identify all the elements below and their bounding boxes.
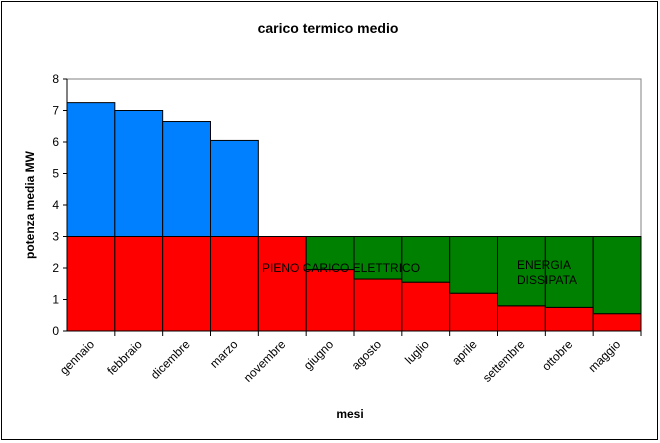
chart-title: carico termico medio — [258, 20, 399, 36]
bar-gap — [305, 236, 355, 271]
y-tick-label: 5 — [52, 167, 59, 181]
annotation: PIENO CARICO ELETTRICO — [262, 261, 420, 275]
bar-base — [497, 305, 546, 332]
bar-base — [401, 281, 451, 332]
bar-gap — [497, 236, 546, 307]
bar-excess — [114, 110, 164, 237]
y-tick-label: 3 — [52, 230, 59, 244]
bar-excess — [210, 139, 259, 237]
annotation: DISSIPATA — [517, 273, 577, 287]
y-tick-label: 8 — [52, 72, 59, 86]
bar-base — [210, 236, 259, 332]
bar-base — [353, 278, 403, 332]
bar-base — [592, 313, 642, 332]
bar-gap — [449, 236, 498, 294]
bar-base — [544, 306, 594, 332]
y-axis-label: potenza media MW — [23, 150, 37, 259]
y-tick-label: 2 — [52, 261, 59, 275]
bar-base — [66, 236, 116, 332]
y-tick-label: 4 — [52, 198, 59, 212]
bar-base — [305, 269, 355, 332]
bar-gap — [401, 236, 451, 283]
y-tick-label: 1 — [52, 293, 59, 307]
bar-excess — [66, 102, 116, 237]
bar-base — [449, 292, 498, 332]
x-axis-label: mesi — [336, 407, 363, 421]
y-tick-label: 0 — [52, 324, 59, 338]
bar-excess — [162, 121, 212, 237]
bar-base — [114, 236, 164, 332]
y-tick-label: 7 — [52, 104, 59, 118]
bar-gap — [544, 236, 594, 308]
bar-gap — [592, 236, 642, 315]
y-tick-label: 6 — [52, 135, 59, 149]
bar-base — [257, 236, 307, 332]
annotation: ENERGIA — [517, 258, 571, 272]
bar-base — [162, 236, 212, 332]
